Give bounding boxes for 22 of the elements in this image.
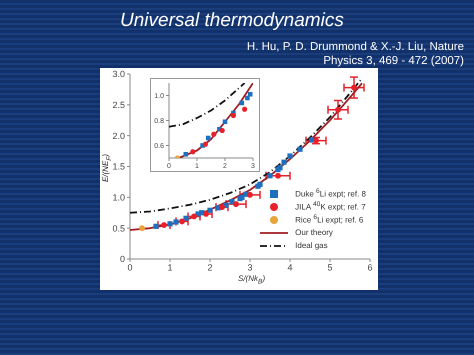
x-tick-label: 2 (207, 262, 213, 272)
y-tick-label: 2.5 (112, 100, 125, 110)
legend-label: Rice $^{6}$Li expt; ref. 6 (295, 214, 364, 225)
legend-label: Duke $^{6}$Li expt; ref. 8 (295, 188, 366, 199)
chart-title: Universal thermodynamics (120, 10, 344, 32)
x-tick-label: 1 (167, 262, 173, 272)
legend-label: Our theory (295, 228, 333, 237)
x-tick-label: 0 (127, 262, 133, 272)
y-tick-label: 0 (120, 254, 125, 264)
x-tick-label: 5 (327, 262, 333, 272)
y-tick-label: 1.5 (112, 162, 125, 172)
y-tick-label: 1.0 (112, 192, 125, 203)
y-tick-label: 2.0 (112, 130, 125, 141)
chart-subtitle: H. Hu, P. D. Drummond & X.-J. Liu, Nature Physics 3, 469 - 472 (2007) (246, 40, 464, 68)
legend-label: Ideal gas (295, 241, 328, 250)
x-tick-label: 4 (287, 262, 293, 272)
x-tick-label: 3 (247, 262, 253, 272)
y-tick-label: 0.5 (112, 223, 125, 234)
y-tick-label: 3.0 (112, 69, 125, 80)
legend-label: JILA $^{40}$K expt; ref. 7 (295, 201, 366, 212)
x-axis-title: S/(Nk$_{B}$) (238, 274, 266, 286)
x-tick-label: 6 (367, 262, 373, 272)
